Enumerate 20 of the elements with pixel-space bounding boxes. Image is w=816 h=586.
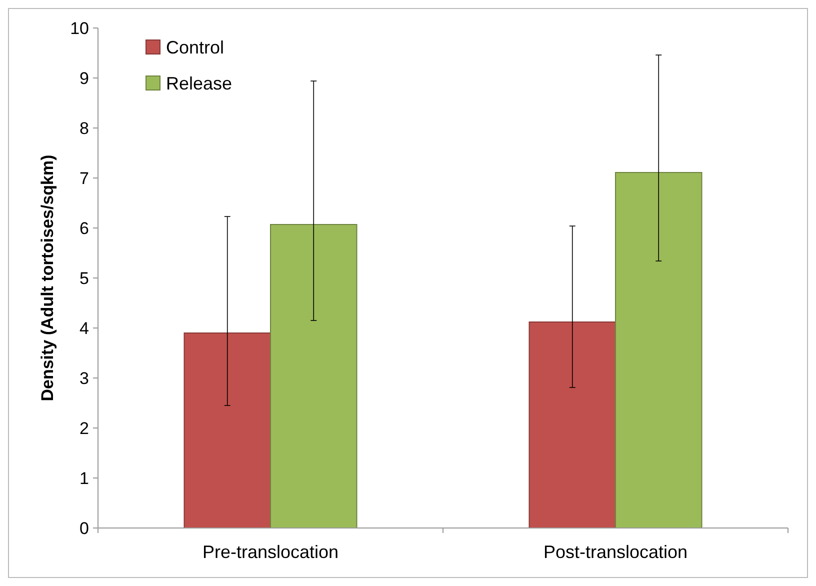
bar	[615, 172, 702, 528]
legend-label: Control	[166, 37, 224, 58]
y-tick-label: 2	[80, 418, 89, 438]
x-tick-label: Pre-translocation	[202, 542, 339, 562]
y-tick-label: 5	[80, 268, 89, 288]
bar	[184, 332, 271, 528]
y-tick-label: 7	[80, 168, 89, 188]
bar	[528, 322, 616, 528]
y-axis-title: Density (Adult tortoises/sqkm)	[38, 154, 57, 402]
y-tick-label: 6	[80, 218, 89, 238]
y-tick-label: 10	[70, 18, 89, 38]
y-tick-label: 8	[80, 118, 89, 138]
y-tick-label: 9	[80, 68, 89, 88]
bar	[270, 224, 358, 528]
y-tick-label: 0	[80, 518, 89, 538]
y-tick-label: 1	[80, 468, 89, 488]
legend-label: Release	[166, 73, 232, 94]
y-tick-label: 3	[80, 368, 89, 388]
y-tick-label: 4	[80, 318, 89, 338]
x-tick-label: Post-translocation	[543, 542, 688, 562]
